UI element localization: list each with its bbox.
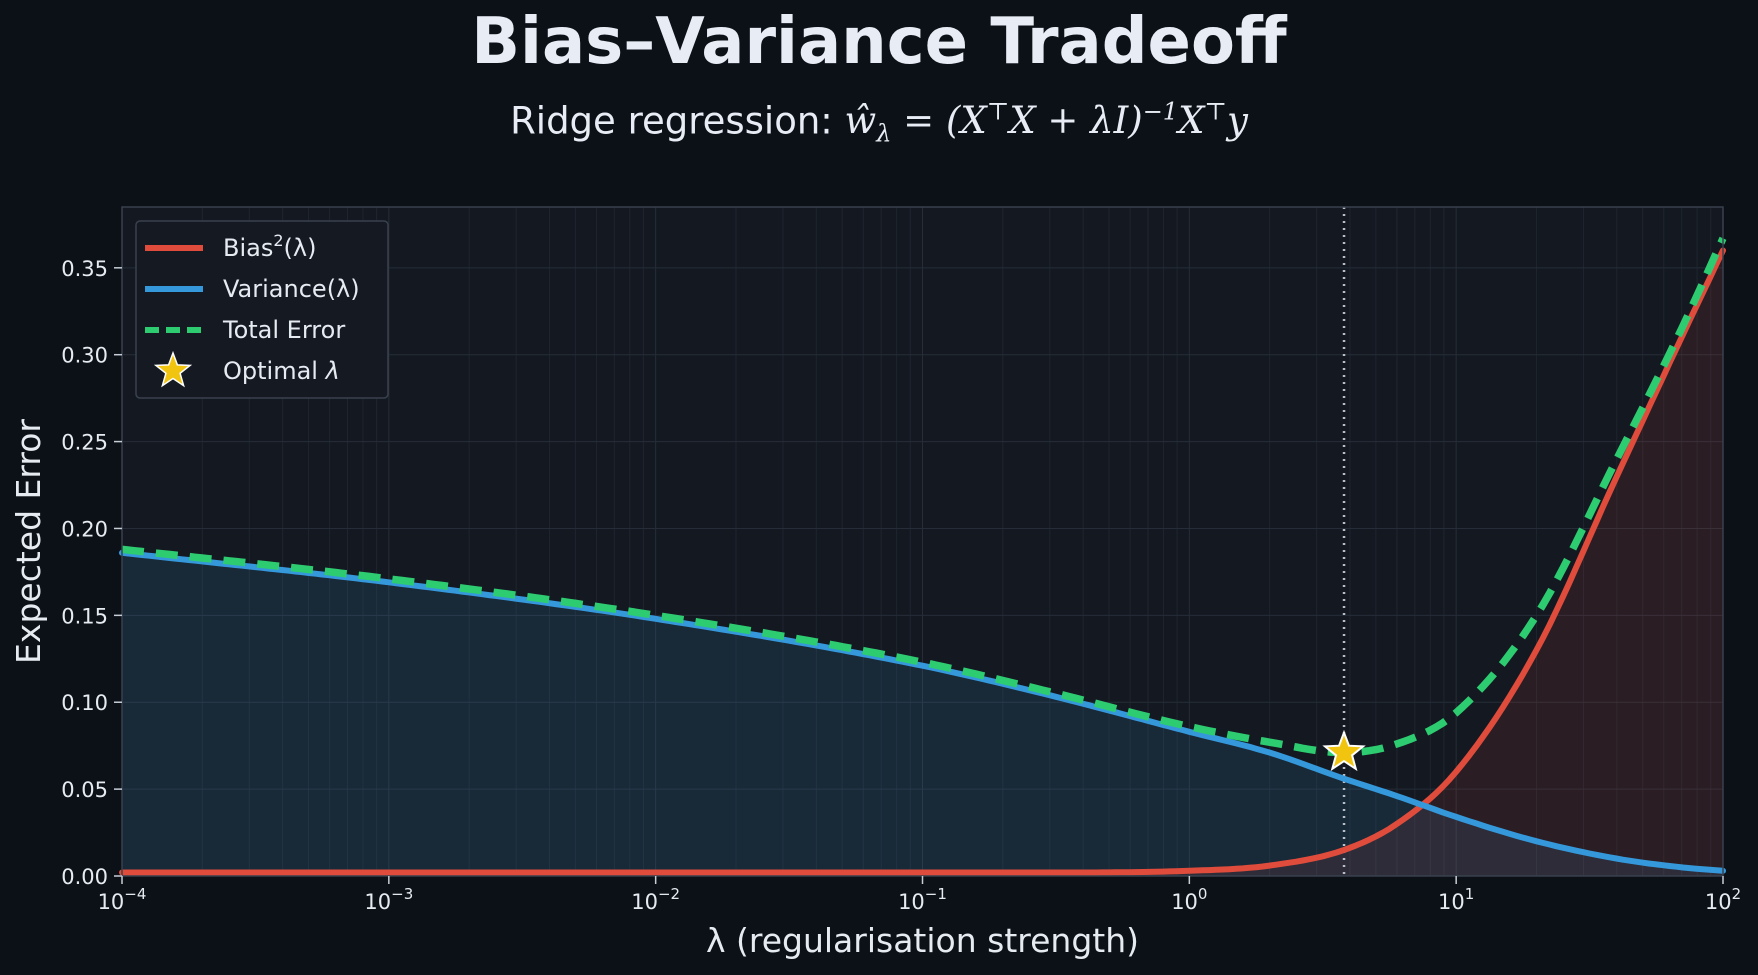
x-tick-label: 10−1 [898,885,947,914]
y-axis-label: Expected Error [9,419,48,664]
y-tick-label: 0.20 [61,517,108,541]
y-tick-label: 0.00 [61,865,108,889]
x-axis-label: λ (regularisation strength) [706,921,1139,960]
legend-label: Bias2(λ) [223,231,316,262]
variance-line [119,549,1726,874]
legend-label: Optimal λ [223,357,340,385]
x-tick-label: 10−3 [364,885,413,914]
y-tick-label: 0.15 [61,604,108,628]
x-tick-label: 10−4 [98,885,147,914]
legend-box [135,220,389,399]
y-tick-label: 0.05 [61,778,108,802]
chart-title: Bias–Variance Tradeoff [471,5,1287,79]
legend-star-swatch [153,350,193,388]
variance-area [122,552,1723,876]
bias-line [119,247,1726,876]
x-tick-label: 102 [1705,885,1741,914]
y-tick-label: 0.25 [61,431,108,455]
x-tick-label: 101 [1438,885,1474,914]
y-tick-label: 0.30 [61,344,108,368]
chart-subtitle: Ridge regression: ŵλ = (X⊤X + λI)−1X⊤y [0,88,1758,158]
bias-area [122,250,1723,876]
x-tick-label: 100 [1171,885,1207,914]
legend-label: Variance(λ) [223,275,360,303]
legend: Bias2(λ) Variance(λ) Total Error Optimal λ [135,220,389,399]
y-tick-label: 0.35 [61,257,108,281]
optimum-star [1322,729,1366,772]
total-error-line [121,236,1727,757]
x-tick-label: 10−2 [631,885,680,914]
y-tick-label: 0.10 [61,691,108,715]
legend-label: Total Error [222,316,345,344]
subtitle-prefix: Ridge regression: [510,99,845,143]
major-grid [121,207,1724,877]
subtitle-formula: ŵλ = (X⊤X + λI)−1X⊤y [844,98,1248,148]
